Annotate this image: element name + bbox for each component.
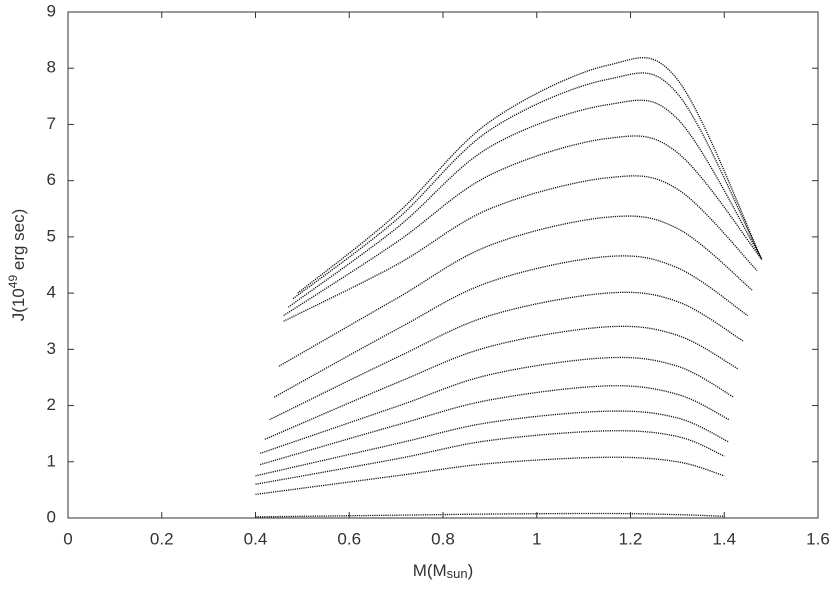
curve bbox=[297, 57, 763, 294]
curve bbox=[269, 291, 744, 421]
y-tick-label: 8 bbox=[47, 58, 56, 77]
y-label-part: J(10 bbox=[9, 288, 28, 321]
curve bbox=[259, 356, 734, 454]
plot-frame bbox=[67, 11, 819, 519]
y-tick-label: 5 bbox=[47, 226, 56, 245]
y-tick-label: 9 bbox=[47, 1, 56, 20]
curve bbox=[287, 99, 763, 308]
y-tick-label: 2 bbox=[47, 395, 56, 414]
curve bbox=[292, 72, 763, 300]
x-tick-label: 0.8 bbox=[431, 529, 455, 548]
x-tick-label: 1.2 bbox=[619, 529, 643, 548]
y-tick-label: 1 bbox=[47, 451, 56, 470]
x-tick-label: 0.6 bbox=[337, 529, 361, 548]
x-label-part: ) bbox=[468, 561, 474, 580]
y-label-part: erg sec) bbox=[9, 209, 28, 275]
x-tick-label: 0.2 bbox=[150, 529, 174, 548]
curve bbox=[255, 410, 730, 477]
x-tick-label: 1.6 bbox=[806, 529, 830, 548]
curve bbox=[255, 430, 725, 485]
curve bbox=[255, 456, 725, 496]
curve bbox=[260, 385, 730, 466]
curve bbox=[283, 135, 763, 317]
y-tick-label: 0 bbox=[47, 507, 56, 526]
y-label-sup: 49 bbox=[6, 275, 20, 289]
curve bbox=[255, 512, 725, 518]
y-tick-label: 4 bbox=[47, 283, 56, 302]
y-tick-label: 6 bbox=[47, 170, 56, 189]
x-axis-label: M(Msun) bbox=[413, 561, 474, 581]
x-label-sub: sun bbox=[447, 566, 468, 581]
x-tick-label: 1 bbox=[532, 529, 541, 548]
y-tick-label: 3 bbox=[47, 339, 56, 358]
x-label-part: M(M bbox=[413, 561, 447, 580]
x-tick-label: 0 bbox=[63, 529, 72, 548]
curve bbox=[273, 255, 749, 398]
x-tick-label: 1.4 bbox=[712, 529, 736, 548]
curve bbox=[283, 175, 758, 322]
y-tick-label: 7 bbox=[47, 114, 56, 133]
y-axis-label: J(1049 erg sec) bbox=[6, 209, 28, 322]
curve bbox=[278, 215, 753, 367]
x-tick-label: 0.4 bbox=[244, 529, 268, 548]
curve bbox=[264, 325, 739, 440]
